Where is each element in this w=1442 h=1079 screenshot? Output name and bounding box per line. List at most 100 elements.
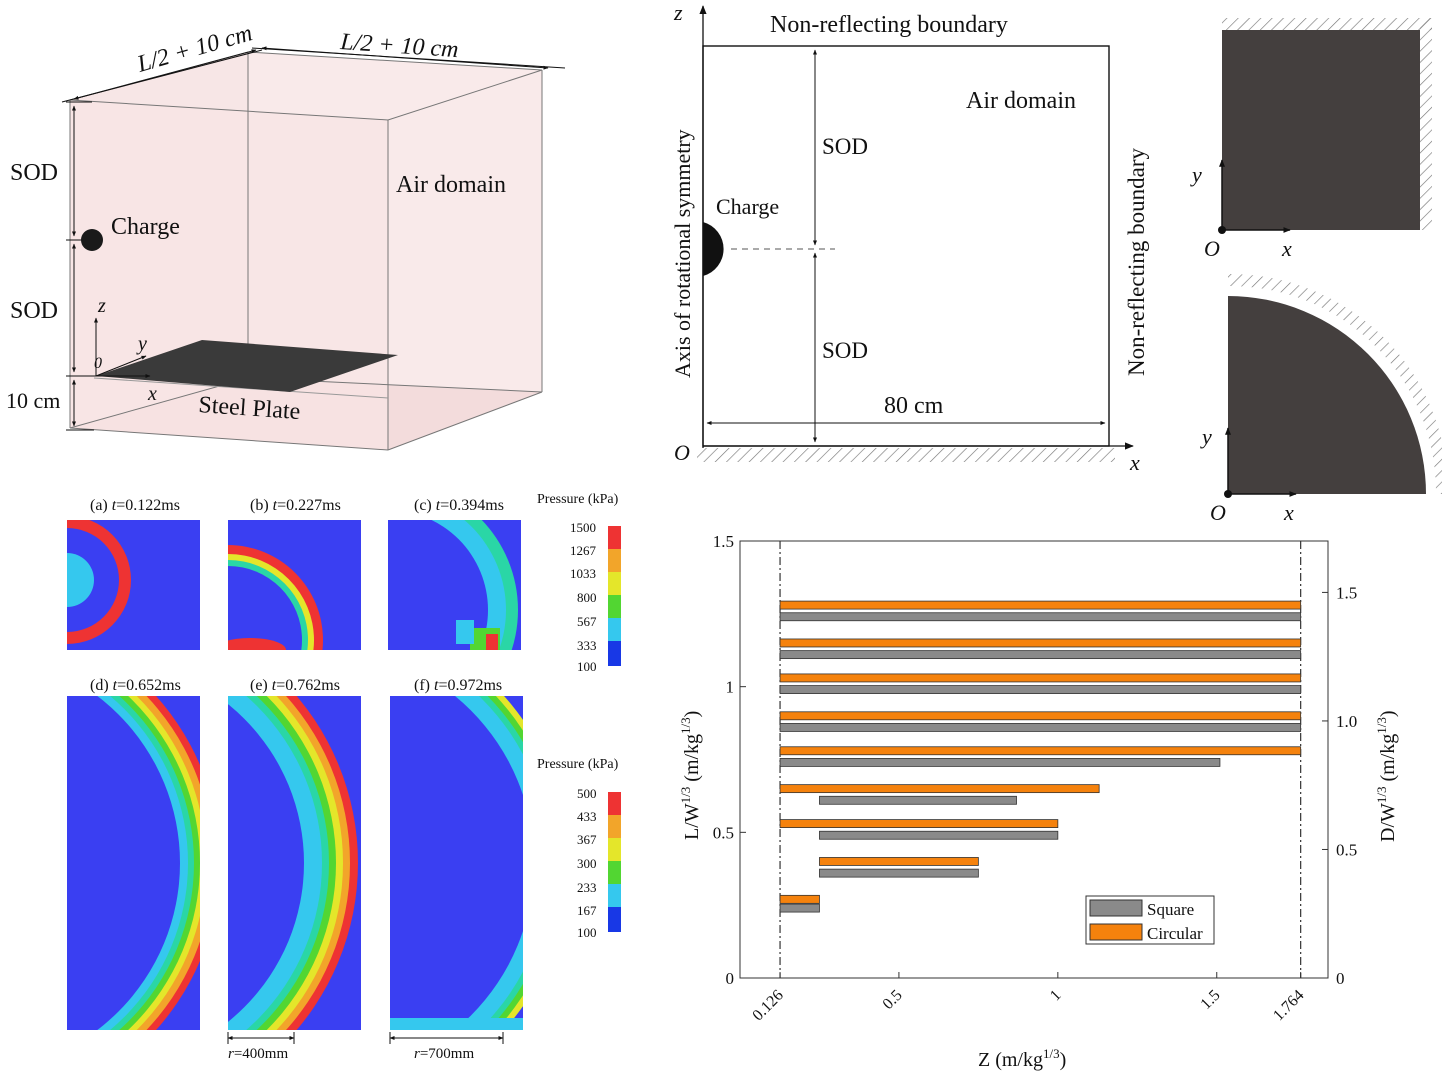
x-tick-label: 0.5	[880, 987, 906, 1013]
legend-bottom-title: Pressure (kPa)	[537, 757, 619, 772]
charge-label: Charge	[111, 214, 180, 240]
x-tick-label: 1	[1047, 987, 1065, 1005]
legend-top-tick: 567	[577, 614, 597, 629]
right-boundary-label: Non-reflecting boundary	[1124, 147, 1149, 376]
axis-x-label: x	[147, 383, 157, 405]
bar-square	[779, 758, 1221, 767]
bar-circular	[779, 600, 1302, 610]
snapshot-title-c: (c) t=0.394ms	[414, 497, 504, 514]
air-domain-label: Air domain	[396, 172, 506, 198]
axis-x-label-2d: x	[1129, 450, 1140, 475]
bar-square	[779, 650, 1302, 660]
colorbar-top	[608, 526, 621, 666]
axis-z-label: z	[97, 295, 106, 317]
panel-3d-domain: L/2 + 10 cm L/2 + 10 cm SOD SOD 10 cm Ch…	[6, 20, 566, 451]
bar-circular	[779, 894, 820, 904]
bar-square	[779, 723, 1302, 732]
y-right-tick-label: 0	[1336, 969, 1345, 988]
square-axis-x: x	[1281, 236, 1292, 261]
legend-top-title: Pressure (kPa)	[537, 492, 619, 507]
bar-circular	[779, 711, 1302, 721]
bar-circular	[779, 673, 1302, 683]
legend-top-tick: 100	[577, 659, 597, 674]
snapshot-title-f: (f) t=0.972ms	[414, 677, 502, 694]
bar-circular	[779, 746, 1302, 756]
origin-label-2d: O	[674, 440, 690, 465]
snapshot-b	[228, 520, 361, 650]
snapshot-title-d: (d) t=0.652ms	[90, 677, 181, 694]
y-right-tick-label: 0.5	[1336, 840, 1357, 859]
sod-upper-label-2d: SOD	[822, 134, 868, 159]
panel-contours: (a) t=0.122ms (b) t=0.227ms (c) t=0.394m…	[67, 492, 621, 1062]
legend-swatch-circular	[1089, 923, 1143, 941]
legend-top-tick: 1500	[570, 520, 596, 535]
square-axis-y: y	[1190, 162, 1202, 187]
legend-bottom-tick: 233	[577, 880, 597, 895]
plot-frame	[739, 540, 1329, 979]
scale-label-e: r=400mm	[228, 1046, 288, 1062]
panel-square-plate: y x O	[1190, 18, 1432, 261]
circular-axis-x: x	[1283, 500, 1294, 525]
legend-top-tick: 333	[577, 638, 597, 653]
circular-origin: O	[1210, 500, 1226, 525]
legend-bottom-tick: 500	[577, 786, 597, 801]
dim-label-top-right: L/2 + 10 cm	[339, 29, 460, 63]
square-plate-shape	[1222, 30, 1420, 230]
snapshot-d	[67, 696, 200, 1030]
legend-top-tick: 800	[577, 590, 597, 605]
x-tick-label: 1.5	[1197, 987, 1223, 1013]
origin-label: 0	[94, 355, 102, 372]
legend-bottom-tick: 300	[577, 856, 597, 871]
charge-half-circle	[703, 222, 724, 276]
ten-cm-label: 10 cm	[6, 388, 60, 413]
y-left-tick-label: 0.5	[713, 823, 734, 842]
legend-bottom-tick: 367	[577, 832, 597, 847]
y-left-axis-label: L/W1/3 (m/kg1/3)	[678, 711, 703, 840]
y-left-tick-label: 0	[726, 969, 735, 988]
width-label: 80 cm	[884, 393, 944, 419]
y-left-tick-label: 1.5	[713, 532, 734, 551]
bar-square	[779, 903, 820, 913]
legend-top-tick: 1267	[570, 543, 597, 558]
bar-square	[779, 685, 1302, 694]
air-domain-label-2d: Air domain	[966, 88, 1076, 114]
square-origin: O	[1204, 236, 1220, 261]
sod-upper-label: SOD	[10, 160, 58, 186]
snapshot-a	[67, 520, 200, 650]
legend-bottom-tick: 100	[577, 925, 597, 940]
bar-square	[779, 612, 1302, 622]
y-right-tick-label: 1.5	[1336, 583, 1357, 602]
snapshot-title-e: (e) t=0.762ms	[250, 677, 340, 694]
axis-y-label: y	[136, 333, 147, 355]
legend-bottom-tick: 167	[577, 903, 597, 918]
top-boundary-label: Non-reflecting boundary	[770, 12, 1008, 38]
circular-axis-y: y	[1200, 424, 1212, 449]
y-right-tick-label: 1.0	[1336, 712, 1357, 731]
range-bar-chart: 0.126 0.5 1 1.5 1.764 0 0.5 1 1.5 0 0.5 1.0 1.5 Z …	[678, 532, 1399, 1071]
y-left-tick-label: 1	[726, 678, 735, 697]
legend-bottom-tick: 433	[577, 809, 597, 824]
colorbar-bottom	[608, 792, 621, 932]
x-tick-label: 1.764	[1270, 987, 1307, 1024]
bar-square	[819, 868, 979, 878]
charge-sphere	[81, 229, 103, 251]
snapshot-c	[388, 520, 521, 650]
bar-circular	[819, 857, 979, 866]
x-axis-label: Z (m/kg1/3)	[978, 1046, 1066, 1071]
charge-label-2d: Charge	[716, 194, 779, 219]
axis-of-symmetry-label: Axis of rotational symmetry	[670, 129, 695, 378]
steel-plate	[96, 340, 398, 392]
snapshot-title-b: (b) t=0.227ms	[250, 497, 341, 514]
sod-lower-label: SOD	[10, 298, 58, 324]
bar-circular	[779, 638, 1302, 648]
legend-label-square: Square	[1147, 900, 1194, 919]
legend-top-tick: 1033	[570, 566, 596, 581]
chart-legend: Square Circular	[1085, 895, 1215, 945]
circular-plate-shape	[1228, 296, 1426, 494]
bar-circular	[779, 784, 1100, 794]
panel-circular-plate: y x O	[1200, 273, 1442, 525]
snapshot-f	[390, 696, 523, 1030]
snapshot-title-a: (a) t=0.122ms	[90, 497, 180, 514]
bar-circular	[779, 819, 1059, 828]
